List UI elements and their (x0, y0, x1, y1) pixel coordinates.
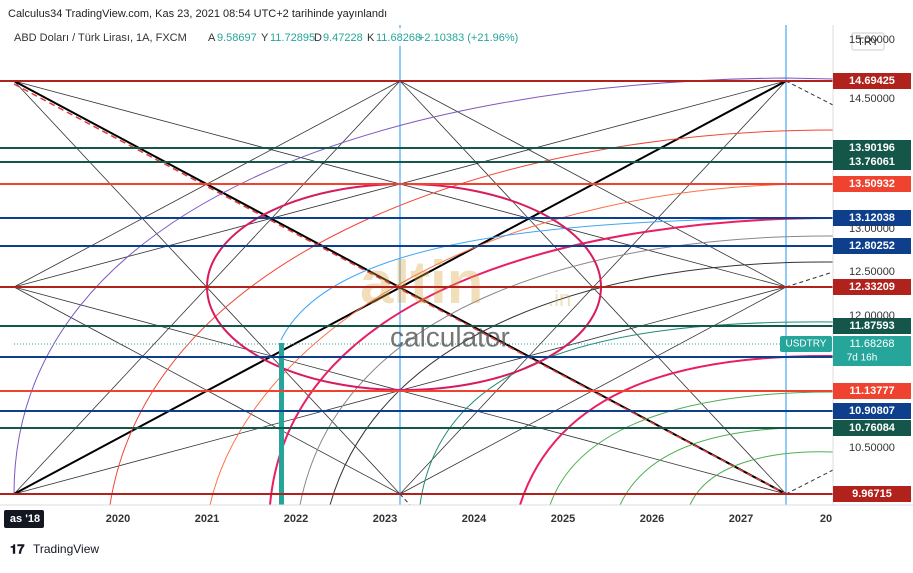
level-label-bg (833, 140, 911, 156)
price-tick: 14.50000 (849, 93, 895, 105)
time-tick: 2025 (551, 513, 575, 525)
time-tick: as '18 (10, 513, 40, 525)
level-label: 12.33209 (849, 281, 895, 293)
level-label-bg (833, 279, 911, 295)
price-tick: 15.00000 (849, 34, 895, 46)
footer-logo[interactable]: 𝟏𝟕 TradingView (10, 541, 99, 556)
price-tick: 13.00000 (849, 223, 895, 235)
arc (209, 183, 834, 506)
axes: 14.69425 13.90196 13.76061 13.50932 13.12038… (4, 34, 911, 528)
level-label-bg (833, 210, 911, 226)
logo-mark: 𝟏𝟕 (10, 541, 25, 556)
level-label: 12.80252 (849, 240, 895, 252)
level-label: 13.50932 (849, 178, 895, 190)
level-label-bg (833, 403, 911, 419)
arc (329, 261, 834, 506)
ticker-bg (780, 336, 832, 352)
level-label: 10.76084 (849, 422, 896, 434)
level-label: 13.12038 (849, 212, 895, 224)
arc (280, 217, 834, 341)
current-price-bg (833, 336, 911, 366)
candle (279, 343, 284, 505)
time-tick: 2027 (729, 513, 753, 525)
time-tick: 2024 (462, 513, 487, 525)
arc (269, 217, 834, 506)
level-label-bg (833, 238, 911, 254)
level-label: 11.87593 (849, 320, 894, 332)
watermark-brand: altin (360, 249, 483, 316)
ohlc-label: D (314, 32, 322, 44)
ticker: USDTRY (786, 339, 827, 350)
ohlc-value: 11.72895 (270, 32, 315, 44)
time-tick: 20 (820, 513, 832, 525)
arc (549, 391, 834, 506)
arc (13, 77, 834, 495)
countdown: 7d 16h (847, 353, 878, 364)
price-tick: 10.50000 (849, 442, 895, 454)
time-tick: 2026 (640, 513, 664, 525)
time-tick: 2020 (106, 513, 130, 525)
level-label: 13.76061 (849, 156, 895, 168)
ohlc-label: Y (261, 32, 269, 44)
price-tick: 12.00000 (849, 310, 895, 322)
level-label-bg (833, 486, 911, 502)
dashed-line (13, 83, 787, 495)
level-label-bg (833, 318, 911, 334)
level-label-bg (833, 154, 911, 170)
time-tick: 2021 (195, 513, 219, 525)
change: +2.10383 (+21.96%) (418, 32, 518, 44)
level-label-bg (833, 73, 911, 89)
ohlc-label: A (208, 32, 216, 44)
legend-bg (8, 28, 578, 46)
currency[interactable]: TRY (857, 36, 879, 48)
level-label: 9.96715 (852, 488, 892, 500)
level-label: 13.90196 (849, 142, 895, 154)
time-tick: 2022 (284, 513, 308, 525)
currency-box[interactable] (851, 32, 885, 51)
level-label-bg (833, 383, 911, 399)
level-label: 11.13777 (849, 385, 894, 397)
current-price: 11.68268 (849, 338, 894, 350)
price-tick: 12.50000 (849, 266, 895, 278)
level-label-bg (833, 420, 911, 436)
ohlc-value: 9.47228 (323, 32, 363, 44)
arc (299, 235, 834, 506)
time-tick: 2023 (373, 513, 397, 525)
arc (109, 129, 834, 506)
level-label: 10.90807 (849, 405, 895, 417)
ohlc-value: 11.68268 (376, 32, 421, 44)
level-label: 14.69425 (849, 75, 895, 87)
logo-text[interactable]: TradingView (33, 542, 99, 556)
level-label-bg (833, 176, 911, 192)
ohlc-value: 9.58697 (217, 32, 257, 44)
publisher: Calculus34 TradingView.com, Kas 23, 2021… (8, 8, 387, 20)
watermark-suffix: .in (548, 286, 571, 311)
ohlc-label: K (367, 32, 375, 44)
time-highlight (4, 510, 44, 528)
arc (689, 451, 834, 506)
symbol-name: ABD Doları / Türk Lirası, 1A, FXCM (14, 32, 187, 44)
